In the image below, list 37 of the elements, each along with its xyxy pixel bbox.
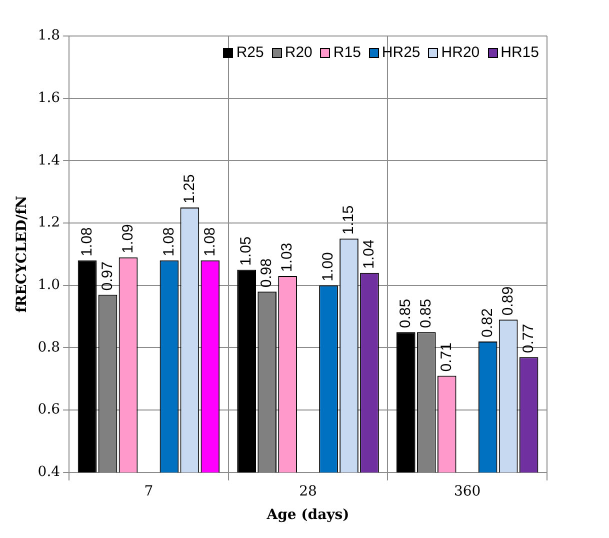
data-label: 0.97 — [98, 262, 116, 291]
data-label: 0.71 — [438, 342, 455, 372]
y-tick-label: 0.8 — [38, 339, 60, 356]
data-label: 0.85 — [397, 298, 414, 328]
data-label: 1.09 — [119, 224, 136, 254]
data-label: 1.08 — [160, 227, 178, 256]
y-tick-label: 1.6 — [38, 90, 60, 106]
data-label: 1.08 — [78, 227, 96, 256]
y-tick-label: 1.0 — [38, 277, 60, 294]
data-label: 1.04 — [360, 240, 378, 269]
x-tick-label: 360 — [454, 483, 481, 500]
x-tick-label: 28 — [299, 483, 317, 500]
legend-label: HR25 — [382, 44, 420, 61]
y-tick-label: 1.2 — [38, 214, 60, 231]
y-axis-title: fRECYCLED/fN — [14, 196, 30, 313]
data-label: 0.85 — [418, 298, 435, 328]
data-label: 1.25 — [180, 174, 198, 204]
x-axis-title: Age (days) — [266, 507, 350, 524]
legend-label: HR20 — [441, 44, 480, 61]
y-tick-label: 0.6 — [38, 402, 60, 418]
legend-label: R25 — [236, 44, 264, 61]
legend-label: R15 — [333, 44, 361, 61]
x-tick-label: 7 — [144, 483, 154, 500]
legend-label: HR15 — [500, 44, 539, 61]
data-label: 0.89 — [499, 286, 516, 316]
data-label: 1.08 — [201, 227, 218, 256]
data-label: 1.03 — [278, 242, 296, 272]
legend-label: R20 — [284, 44, 312, 61]
data-label: 0.77 — [520, 324, 537, 354]
y-tick-label: 1.8 — [38, 28, 60, 44]
data-label: 0.82 — [478, 308, 496, 338]
data-label: 1.15 — [340, 205, 358, 235]
data-label: 0.98 — [258, 258, 276, 288]
y-tick-label: 0.4 — [38, 464, 60, 480]
data-label: 1.00 — [320, 252, 337, 282]
data-label: 1.05 — [238, 236, 255, 266]
y-tick-label: 1.4 — [38, 152, 60, 168]
